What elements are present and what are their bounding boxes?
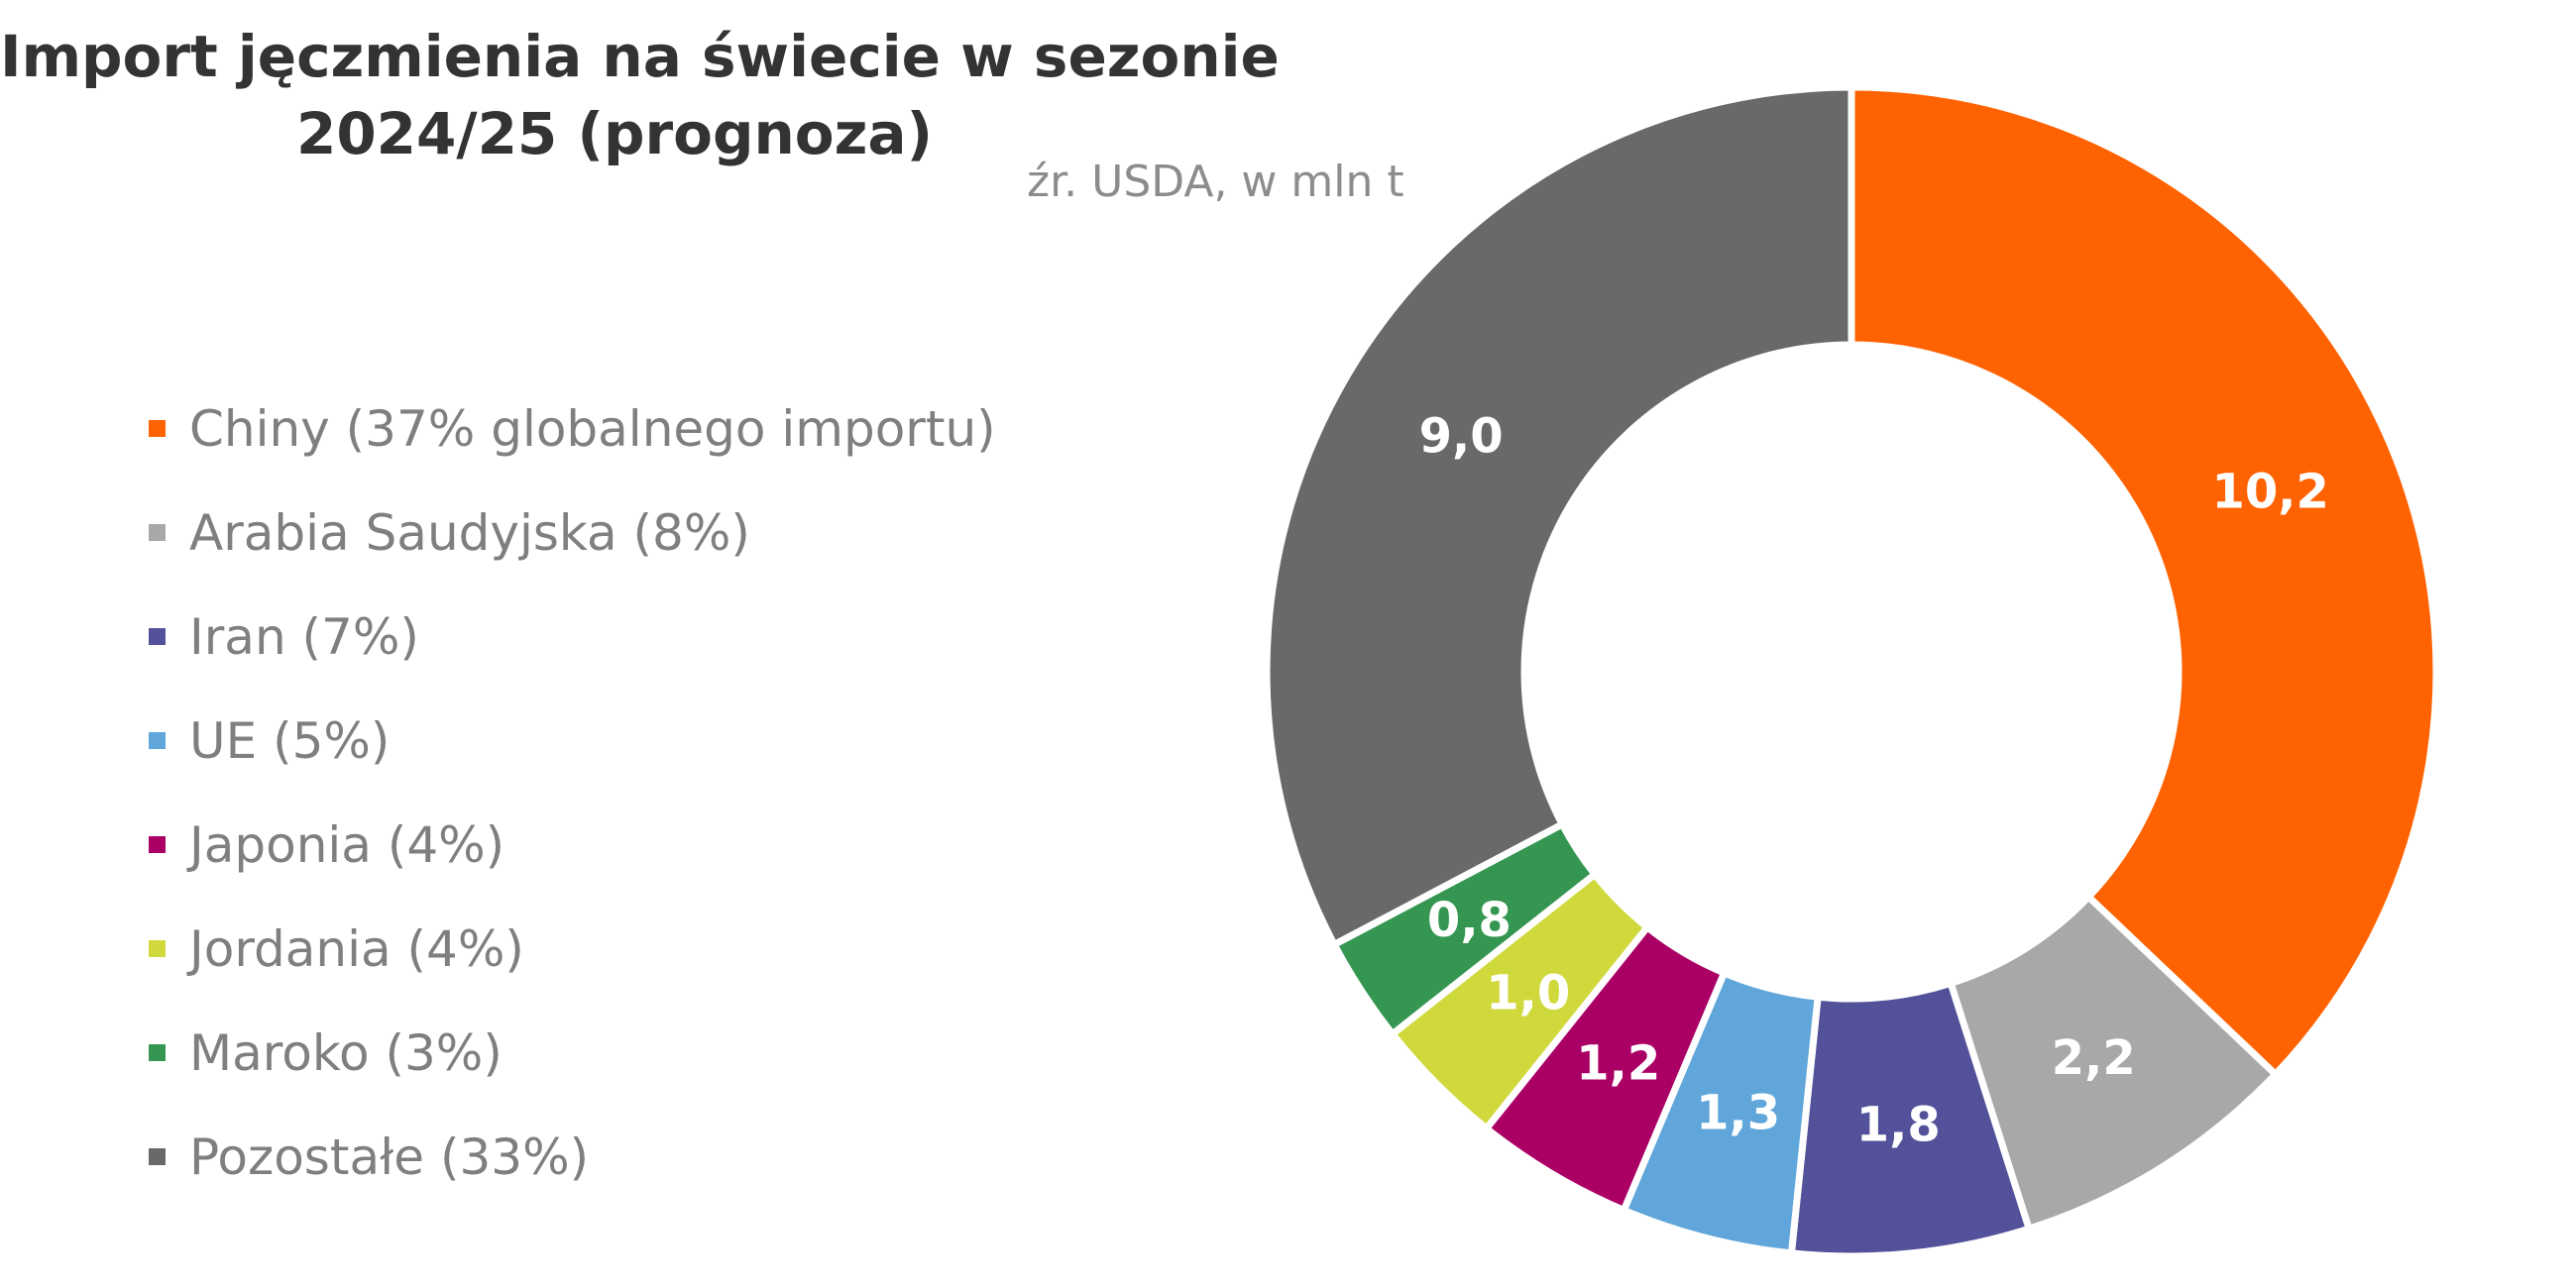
- slice-value-label: 9,0: [1419, 408, 1504, 464]
- legend-swatch: [149, 836, 166, 853]
- legend-label: Arabia Saudyjska (8%): [189, 503, 750, 562]
- slice-value-label: 1,3: [1696, 1086, 1780, 1141]
- chart-title-line-1: Import jęczmienia na świecie w sezonie: [0, 23, 1280, 90]
- chart-source: źr. USDA, w mln t: [1027, 157, 1404, 207]
- legend-swatch: [149, 420, 166, 437]
- legend-item: Japonia (4%): [149, 793, 996, 897]
- legend-swatch: [149, 732, 166, 749]
- legend-item: Maroko (3%): [149, 1001, 996, 1105]
- legend-swatch: [149, 1044, 166, 1061]
- legend-label: Japonia (4%): [189, 815, 505, 874]
- legend-label: Chiny (37% globalnego importu): [189, 399, 996, 458]
- legend-swatch: [149, 628, 166, 645]
- legend-item: Arabia Saudyjska (8%): [149, 481, 996, 585]
- legend: Chiny (37% globalnego importu) Arabia Sau…: [149, 376, 996, 1209]
- legend-item: Jordania (4%): [149, 897, 996, 1001]
- slice-value-label: 10,2: [2211, 465, 2328, 520]
- donut-slices: [1263, 83, 2440, 1260]
- legend-item: Iran (7%): [149, 585, 996, 689]
- legend-label: Pozostałe (33%): [189, 1127, 590, 1186]
- legend-label: Iran (7%): [189, 607, 419, 666]
- slice-value-label: 0,8: [1427, 893, 1512, 948]
- chart-title: Import jęczmienia na świecie w sezonie 2…: [0, 18, 1280, 172]
- legend-swatch: [149, 940, 166, 957]
- chart-title-line-2: 2024/25 (prognoza): [295, 100, 934, 167]
- slice-value-label: 1,8: [1856, 1098, 1941, 1153]
- legend-swatch: [149, 1148, 166, 1165]
- slice-value-label: 2,2: [2052, 1030, 2136, 1086]
- legend-swatch: [149, 524, 166, 541]
- legend-label: UE (5%): [189, 711, 391, 770]
- legend-item: Pozostałe (33%): [149, 1105, 996, 1209]
- donut-slice: [1263, 83, 1855, 950]
- donut-slice: [1848, 83, 2440, 1080]
- slice-value-label: 1,2: [1576, 1035, 1660, 1091]
- legend-label: Maroko (3%): [189, 1023, 503, 1082]
- legend-label: Jordania (4%): [189, 919, 524, 978]
- legend-item: UE (5%): [149, 689, 996, 793]
- slice-value-label: 1,0: [1486, 965, 1570, 1020]
- legend-item: Chiny (37% globalnego importu): [149, 376, 996, 481]
- donut-value-labels: 10,2 2,2 1,8 1,3 1,21,0 0,8 9,0: [1419, 408, 2329, 1152]
